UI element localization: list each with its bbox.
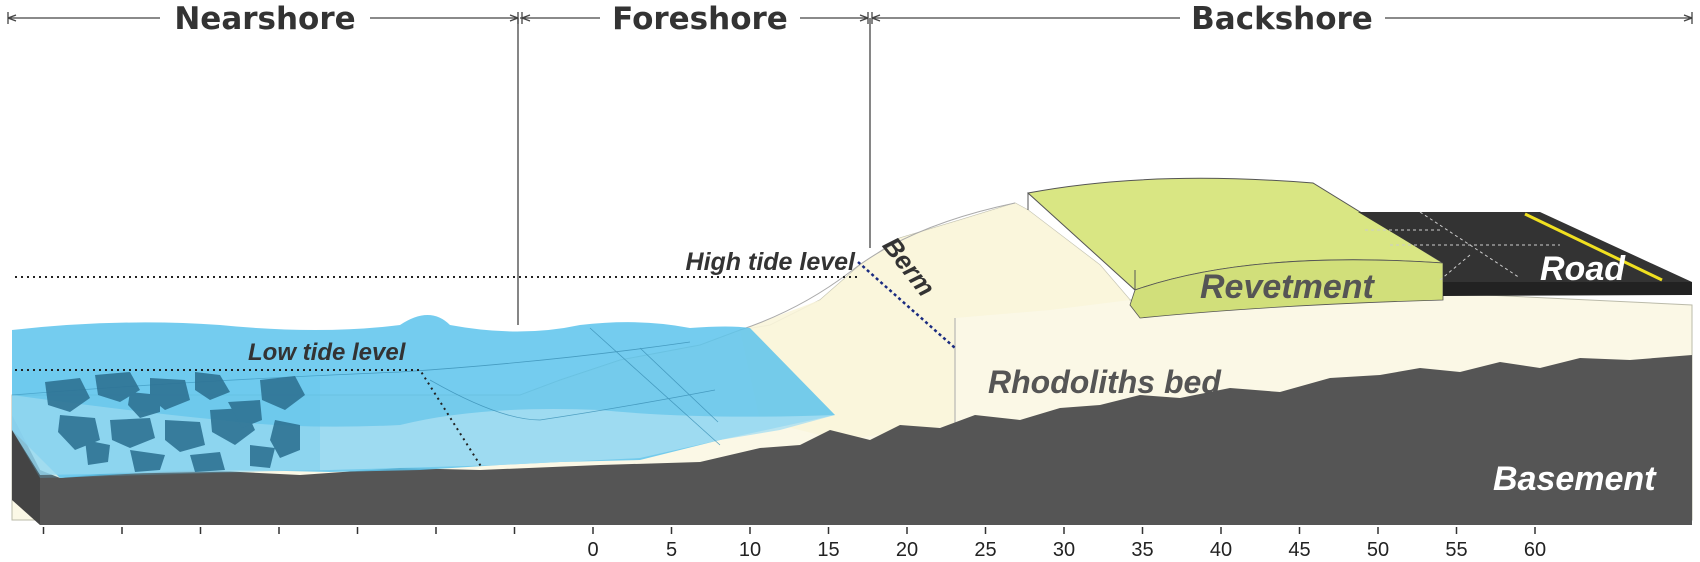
axis-tick-label: 35 [1131, 539, 1153, 561]
road-markings [1365, 211, 1560, 281]
foreshore-label: Foreshore [612, 1, 788, 37]
road-center-line [1524, 212, 1663, 282]
basement-label: Basement [1493, 460, 1657, 498]
backshore-label: Backshore [1191, 1, 1373, 37]
basement [12, 355, 1692, 525]
slope-outline [739, 202, 1016, 331]
axis-tick-label: 40 [1210, 539, 1232, 561]
distance-axis: 0 5 10 15 20 25 30 35 40 45 50 55 60 [42, 527, 1546, 561]
berm-line [857, 261, 956, 349]
axis-tick-label: 25 [974, 539, 996, 561]
axis-tick-label: 45 [1288, 539, 1310, 561]
revetment-front [1129, 259, 1444, 319]
water-overlay [12, 370, 320, 478]
axis-tick-label: 5 [666, 539, 677, 561]
axis-tick-label: 0 [587, 539, 598, 561]
zone-header [7, 12, 1693, 325]
road-label: Road [1540, 250, 1626, 288]
basement-front [12, 415, 40, 525]
nearshore-label: Nearshore [174, 1, 355, 37]
road-surface [1358, 212, 1692, 282]
foreshore-slope [740, 203, 1130, 440]
axis-tick-label: 55 [1445, 539, 1467, 561]
low-tide-label: Low tide level [248, 339, 407, 366]
axis-tick-label: 60 [1524, 539, 1546, 561]
rhodoliths-label: Rhodoliths bed [988, 364, 1222, 400]
high-tide-label: High tide level [686, 248, 857, 276]
axis-tick-label: 10 [739, 539, 761, 561]
axis-tick-label: 30 [1053, 539, 1075, 561]
revetment-label: Revetment [1200, 268, 1376, 306]
axis-tick-label: 20 [896, 539, 918, 561]
axis-tick-label: 15 [817, 539, 839, 561]
road-front [1443, 282, 1692, 296]
boulders [45, 372, 305, 472]
axis-tick-label: 50 [1367, 539, 1389, 561]
